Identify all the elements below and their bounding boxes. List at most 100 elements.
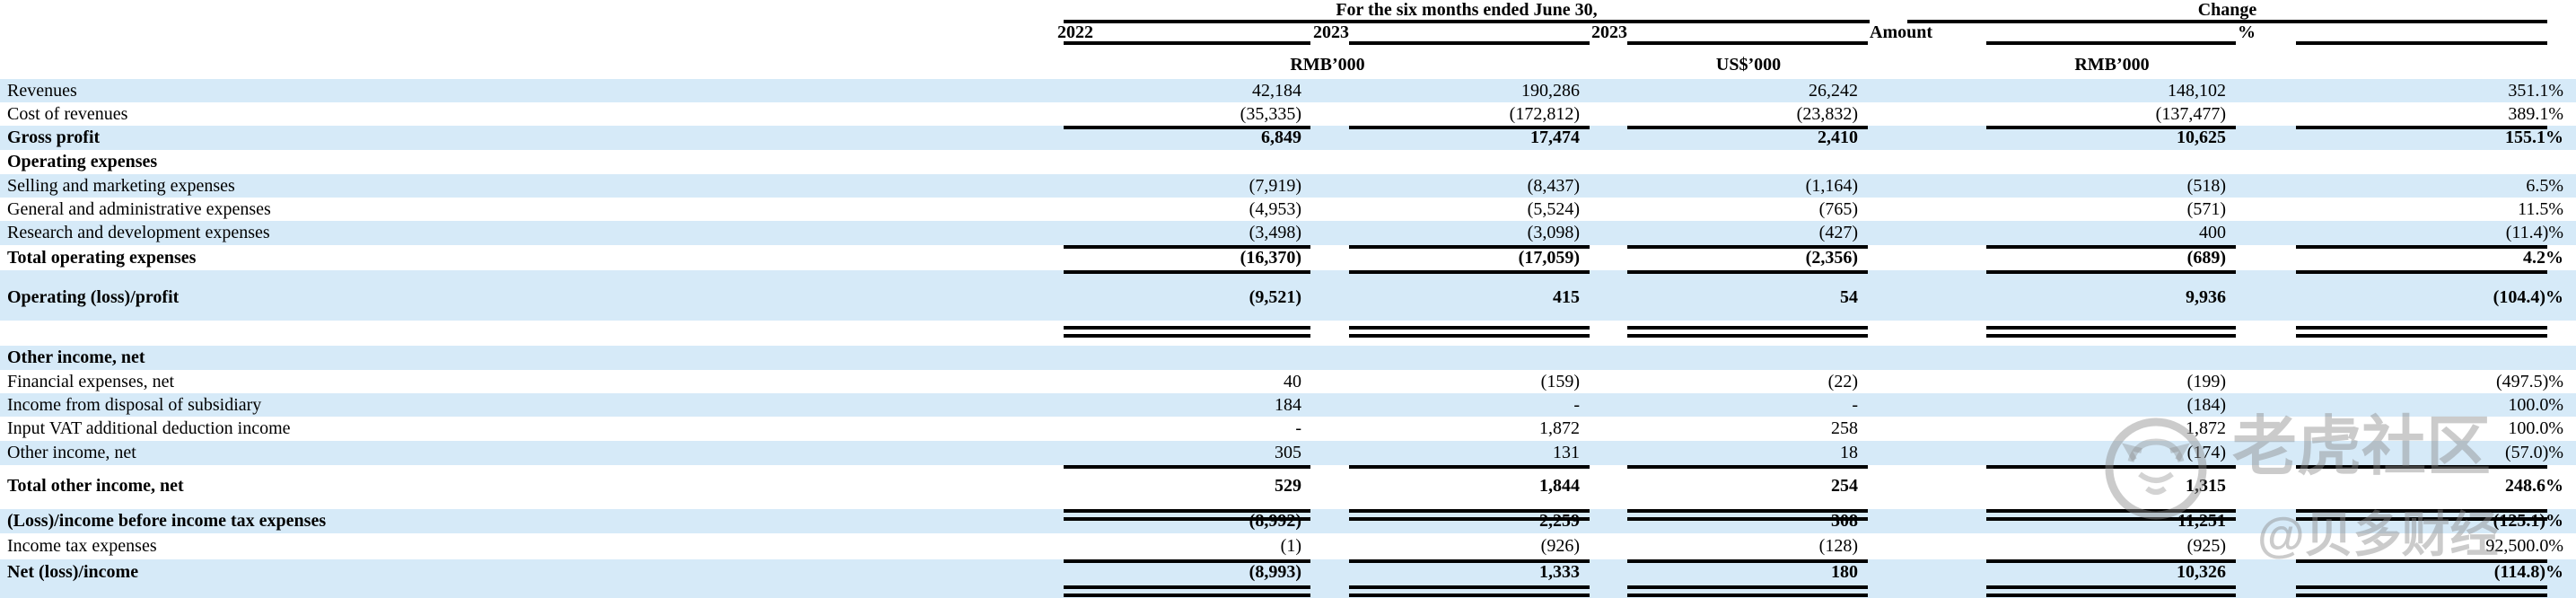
value-cell: 254 (1591, 465, 1870, 521)
cell-value: (8,993) (1249, 562, 1301, 582)
cell-value: 1,872 (1539, 418, 1580, 438)
cell-value: (925) (2186, 536, 2226, 556)
row-label: Other income, net (0, 441, 1057, 465)
cell-value: - (1295, 418, 1301, 438)
cell-value: 17,474 (1530, 128, 1580, 147)
value-cell: (22) (1591, 370, 1870, 393)
value-cell: 1,315 (1870, 465, 2238, 521)
row-label-text: Cost of revenues (7, 103, 128, 124)
value-cell: (104.4)% (2238, 270, 2576, 339)
value-cell: 2,259 (1313, 509, 1591, 533)
row-label: Total other income, net (0, 465, 1057, 521)
cell-value: - (1573, 394, 1580, 415)
column-header-2023-usd: 2023 (1591, 23, 1870, 45)
cell-value: (1,164) (1805, 175, 1858, 196)
value-cell: (172,812) (1313, 102, 1591, 126)
header-units-row: RMB’000 US$’000 RMB’000 (0, 47, 2576, 77)
cell-value: 10,326 (2177, 562, 2226, 582)
cell-value: 415 (1553, 287, 1580, 307)
row-label: Income from disposal of subsidiary (0, 393, 1057, 417)
row-label: Net (loss)/income (0, 559, 1057, 598)
cell-value: (125.1)% (2493, 511, 2563, 531)
cell-value: 400 (2199, 223, 2226, 242)
value-cell: - (1057, 417, 1313, 441)
cell-value: (174) (2186, 443, 2226, 462)
cell-value: (497.5)% (2496, 371, 2563, 391)
value-cell: (1) (1057, 533, 1313, 559)
value-cell: 42,184 (1057, 79, 1313, 102)
cell-value: (35,335) (1240, 103, 1301, 124)
value-cell: 100.0% (2238, 417, 2576, 441)
column-header-change-amount: Amount (1870, 23, 2238, 45)
value-cell: 180 (1591, 559, 1870, 598)
header-spacer (0, 23, 1057, 45)
table-row: Cost of revenues (35,335) (172,812) (23,832… (0, 102, 2576, 126)
value-cell: (3,098) (1313, 221, 1591, 245)
value-cell: (1,164) (1591, 174, 1870, 198)
value-cell: (17,059) (1313, 245, 1591, 270)
cell-value: 1,844 (1539, 476, 1580, 496)
column-header-2023-rmb: 2023 (1313, 23, 1591, 45)
table-row: General and administrative expenses (4,95… (0, 198, 2576, 221)
row-label: Operating (loss)/profit (0, 270, 1057, 339)
header-year-row: 2022 2023 2023 Amount % (0, 23, 2576, 45)
value-cell (1591, 150, 1870, 174)
value-cell: 54 (1591, 270, 1870, 339)
cell-value: 254 (1831, 476, 1858, 496)
value-cell (1313, 346, 1591, 370)
value-cell: (174) (1870, 441, 2238, 465)
cell-value: (172,812) (1509, 103, 1580, 124)
row-label: Revenues (0, 79, 1057, 102)
row-label: Selling and marketing expenses (0, 174, 1057, 198)
unit-label-rmb-change: RMB’000 (2074, 55, 2150, 75)
table-row: Selling and marketing expenses (7,919) (8,… (0, 174, 2576, 198)
row-label-text: Income from disposal of subsidiary (7, 394, 262, 415)
column-header-2022: 2022 (1057, 23, 1313, 45)
value-cell: (184) (1870, 393, 2238, 417)
value-cell: 11,251 (1870, 509, 2238, 533)
cell-value: 184 (1275, 394, 1301, 415)
cell-value: 308 (1831, 511, 1858, 531)
cell-value: (7,919) (1249, 175, 1301, 196)
cell-value: (22) (1827, 371, 1858, 391)
row-label: Total operating expenses (0, 245, 1057, 270)
cell-value: (3,498) (1249, 223, 1301, 242)
value-cell (1870, 150, 2238, 174)
table-row: Income from disposal of subsidiary 184 - - (… (0, 393, 2576, 417)
cell-value: 389.1% (2508, 103, 2563, 124)
value-cell (1313, 150, 1591, 174)
value-cell: 10,326 (1870, 559, 2238, 598)
cell-value: 2,410 (1818, 128, 1858, 147)
table-row: Other income, net 305 131 18 (174) (57.0)% (0, 441, 2576, 465)
value-cell: (925) (1870, 533, 2238, 559)
value-cell: (4,953) (1057, 198, 1313, 221)
header-group-change: Change (2197, 0, 2257, 20)
cell-value: 42,184 (1252, 80, 1301, 101)
row-label: General and administrative expenses (0, 198, 1057, 221)
cell-value: - (1852, 394, 1858, 415)
cell-value: (17,059) (1518, 247, 1580, 268)
row-label-text: Total operating expenses (7, 247, 197, 268)
value-cell: 248.6% (2238, 465, 2576, 521)
value-cell: 1,844 (1313, 465, 1591, 521)
cell-value: 9,936 (2186, 287, 2226, 307)
cell-value: 2,259 (1539, 511, 1580, 531)
cell-value: (8,992) (1249, 511, 1301, 531)
value-cell: 1,872 (1870, 417, 2238, 441)
row-label: Other income, net (0, 346, 1057, 370)
value-cell: (765) (1591, 198, 1870, 221)
value-cell: 18 (1591, 441, 1870, 465)
cell-value: (9,521) (1249, 287, 1301, 307)
cell-value: 351.1% (2508, 80, 2563, 101)
value-cell: 2,410 (1591, 126, 1870, 150)
value-cell: (2,356) (1591, 245, 1870, 270)
value-cell: 155.1% (2238, 126, 2576, 150)
value-cell: (137,477) (1870, 102, 2238, 126)
cell-value: 180 (1831, 562, 1858, 582)
cell-value: (5,524) (1527, 198, 1580, 219)
cell-value: 18 (1840, 443, 1858, 462)
cell-value: (926) (1540, 536, 1580, 556)
value-cell: 9,936 (1870, 270, 2238, 339)
value-cell: (8,993) (1057, 559, 1313, 598)
value-cell (2238, 150, 2576, 174)
